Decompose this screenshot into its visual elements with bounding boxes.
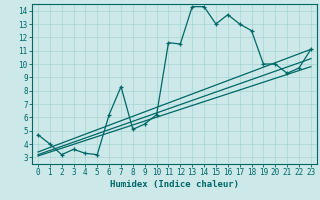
X-axis label: Humidex (Indice chaleur): Humidex (Indice chaleur) (110, 180, 239, 189)
